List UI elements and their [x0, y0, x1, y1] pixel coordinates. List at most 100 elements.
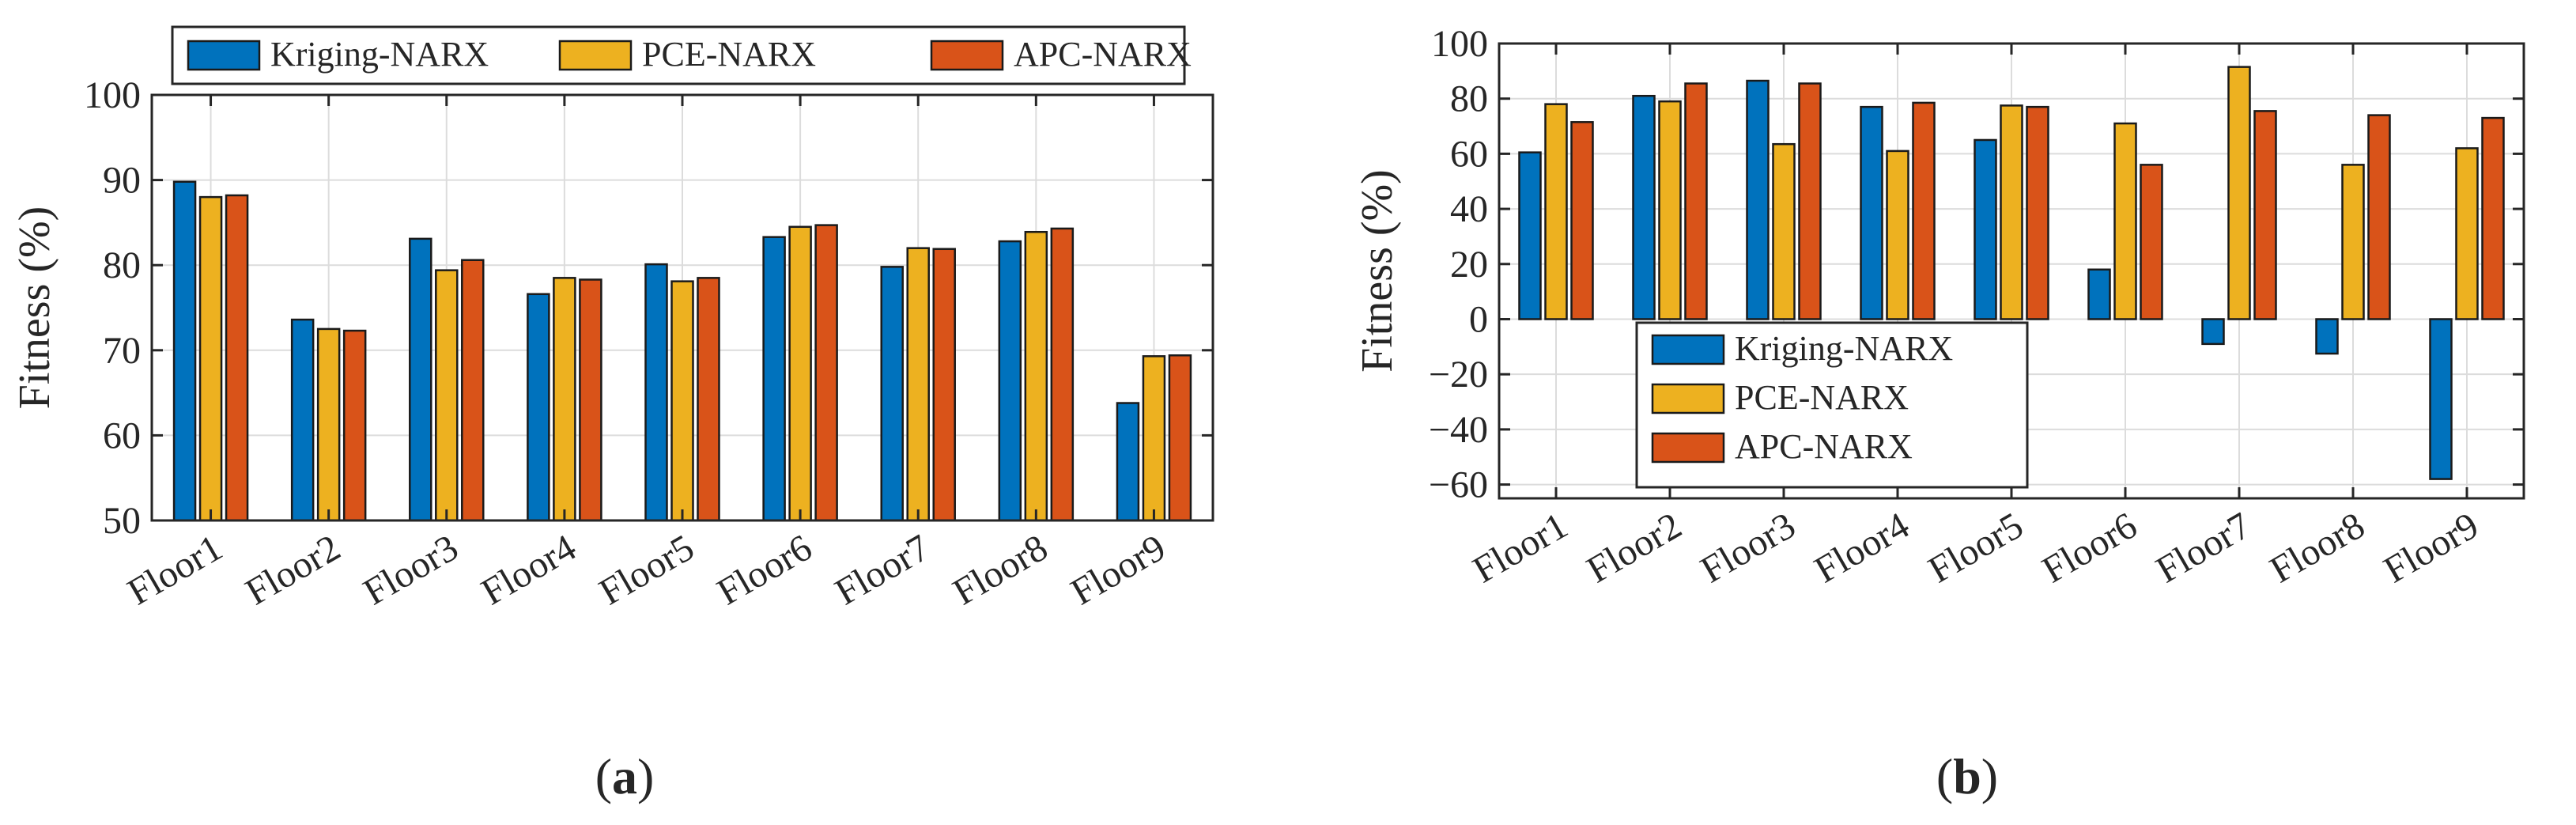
bar-kriging-narx-floor7 [880, 266, 904, 522]
bar-pce-narx-floor8 [2341, 164, 2365, 320]
bar-pce-narx-floor2 [316, 327, 341, 522]
y-tick-label: 100 [84, 74, 141, 116]
bar-pce-narx-floor1 [198, 195, 223, 522]
y-tick-label: 100 [1431, 23, 1488, 65]
bar-apc-narx-floor7 [932, 248, 956, 522]
legend-swatch-pce-narx [558, 40, 633, 71]
x-tick-label-floor9: Floor9 [1064, 527, 1173, 614]
legend-box [171, 25, 1186, 85]
bar-pce-narx-floor9 [2455, 147, 2479, 320]
legend-label-pce-narx: PCE-NARX [1735, 378, 1909, 417]
bar-pce-narx-floor9 [1142, 355, 1166, 522]
bar-apc-narx-floor7 [2253, 110, 2277, 320]
x-tick-label-floor3: Floor3 [1694, 505, 1802, 592]
x-tick-label-floor5: Floor5 [1921, 505, 2030, 592]
x-tick-label-floor4: Floor4 [474, 527, 583, 614]
x-tick-label-floor7: Floor7 [2149, 505, 2257, 592]
bar-apc-narx-floor3 [1798, 82, 1822, 320]
x-tick-label-floor8: Floor8 [946, 527, 1054, 614]
y-axis-label: Fitness (%) [10, 206, 59, 410]
bar-apc-narx-floor5 [2026, 105, 2049, 320]
y-tick-label: −40 [1429, 409, 1488, 451]
caption-b: (b) [1936, 748, 1998, 804]
x-tick-label-floor6: Floor6 [2035, 505, 2144, 592]
bar-apc-narx-floor9 [1168, 354, 1192, 522]
bar-kriging-narx-floor6 [2087, 268, 2111, 320]
bar-apc-narx-floor6 [814, 224, 838, 522]
bar-kriging-narx-floor9 [2429, 318, 2453, 480]
bar-kriging-narx-floor3 [409, 237, 432, 522]
bar-kriging-narx-floor1 [172, 180, 197, 522]
y-tick-label: 70 [103, 330, 141, 372]
legend-label-kriging-narx: Kriging-NARX [1735, 329, 1953, 368]
y-tick-label: −20 [1429, 354, 1488, 395]
legend-swatch-kriging-narx [187, 40, 261, 71]
bar-pce-narx-floor2 [1658, 100, 1682, 320]
x-tick-label-floor8: Floor8 [2263, 505, 2371, 592]
bar-kriging-narx-floor8 [2315, 318, 2339, 355]
x-tick-label-floor6: Floor6 [710, 527, 818, 614]
x-tick-label-floor1: Floor1 [1466, 505, 1574, 592]
bar-kriging-narx-floor8 [998, 240, 1022, 522]
bar-kriging-narx-floor5 [644, 263, 668, 522]
bar-kriging-narx-floor5 [1974, 138, 1997, 320]
bar-apc-narx-floor9 [2481, 116, 2505, 320]
bar-kriging-narx-floor6 [762, 236, 786, 522]
legend-swatch-kriging-narx [1651, 334, 1725, 365]
legend-label-apc-narx: APC-NARX [1735, 427, 1913, 466]
bar-pce-narx-floor1 [1544, 103, 1568, 320]
bar-apc-narx-floor3 [461, 259, 485, 522]
bar-kriging-narx-floor2 [290, 318, 315, 522]
x-tick-label-floor3: Floor3 [357, 527, 465, 614]
bar-apc-narx-floor8 [1050, 227, 1075, 522]
bar-apc-narx-floor4 [579, 278, 602, 522]
y-tick-label: 60 [1450, 133, 1488, 175]
bar-pce-narx-floor3 [1772, 142, 1796, 320]
y-axis-label: Fitness (%) [1353, 169, 1402, 373]
legend-label-pce-narx: PCE-NARX [642, 35, 816, 74]
caption-a: (a) [595, 748, 655, 804]
bar-apc-narx-floor2 [1684, 82, 1708, 320]
bar-pce-narx-floor5 [2000, 104, 2023, 320]
bar-apc-narx-floor1 [225, 194, 249, 522]
bar-pce-narx-floor6 [2113, 122, 2137, 320]
bar-apc-narx-floor1 [1570, 121, 1594, 320]
x-tick-label-floor4: Floor4 [1807, 505, 1916, 592]
bar-kriging-narx-floor1 [1518, 151, 1542, 320]
bar-kriging-narx-floor4 [527, 293, 550, 522]
y-tick-label: 90 [103, 160, 141, 202]
bar-pce-narx-floor7 [906, 247, 930, 522]
legend-label-apc-narx: APC-NARX [1014, 35, 1192, 74]
y-tick-label: 50 [103, 500, 141, 542]
bar-apc-narx-floor5 [697, 277, 720, 522]
bar-kriging-narx-floor4 [1860, 105, 1883, 320]
x-tick-label-floor5: Floor5 [592, 527, 701, 614]
legend-swatch-apc-narx [1651, 432, 1725, 464]
legend-swatch-apc-narx [930, 40, 1004, 71]
legend-label-kriging-narx: Kriging-NARX [270, 35, 489, 74]
bar-apc-narx-floor2 [342, 329, 367, 522]
bar-kriging-narx-floor3 [1746, 79, 1770, 320]
bar-kriging-narx-floor2 [1632, 94, 1656, 320]
bar-pce-narx-floor8 [1024, 230, 1048, 522]
y-tick-label: 40 [1450, 188, 1488, 230]
x-tick-label-floor2: Floor2 [239, 527, 347, 614]
bar-kriging-narx-floor9 [1116, 402, 1140, 522]
bar-pce-narx-floor5 [670, 280, 694, 522]
x-tick-label-floor9: Floor9 [2377, 505, 2485, 592]
y-tick-label: 80 [1450, 78, 1488, 120]
bar-pce-narx-floor4 [1886, 149, 1909, 320]
bar-apc-narx-floor8 [2367, 114, 2391, 320]
y-tick-label: 80 [103, 244, 141, 286]
bar-kriging-narx-floor7 [2201, 318, 2225, 346]
x-tick-label-floor2: Floor2 [1580, 505, 1688, 592]
bar-apc-narx-floor4 [1912, 101, 1936, 320]
x-tick-label-floor7: Floor7 [828, 527, 936, 614]
bar-pce-narx-floor4 [553, 277, 576, 522]
y-tick-label: 60 [103, 414, 141, 456]
y-tick-label: 0 [1469, 298, 1488, 340]
bar-pce-narx-floor7 [2227, 66, 2251, 320]
